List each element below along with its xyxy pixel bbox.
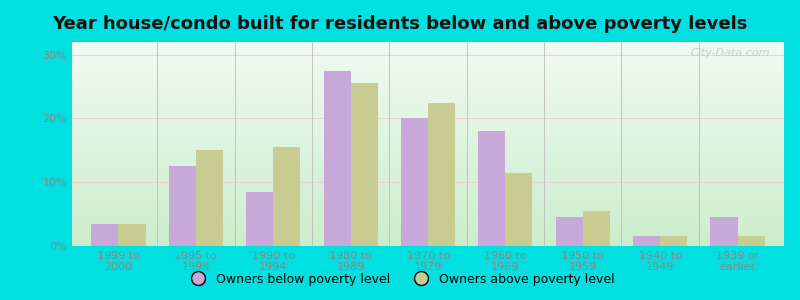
Bar xyxy=(660,236,687,246)
Bar xyxy=(506,173,533,246)
Bar xyxy=(710,217,738,246)
Bar xyxy=(428,103,455,246)
Bar xyxy=(350,83,378,246)
Bar xyxy=(478,131,506,246)
Text: Year house/condo built for residents below and above poverty levels: Year house/condo built for residents bel… xyxy=(52,15,748,33)
Text: City-Data.com: City-Data.com xyxy=(690,48,770,58)
Bar xyxy=(556,217,582,246)
Bar xyxy=(633,236,660,246)
Bar xyxy=(169,166,196,246)
Bar xyxy=(118,224,146,246)
Bar xyxy=(246,192,274,246)
Bar xyxy=(91,224,118,246)
Bar xyxy=(582,211,610,246)
Bar xyxy=(401,118,428,246)
Bar xyxy=(738,236,765,246)
Legend: Owners below poverty level, Owners above poverty level: Owners below poverty level, Owners above… xyxy=(181,268,619,291)
Bar xyxy=(323,71,350,246)
Bar xyxy=(196,150,223,246)
Bar xyxy=(274,147,300,246)
